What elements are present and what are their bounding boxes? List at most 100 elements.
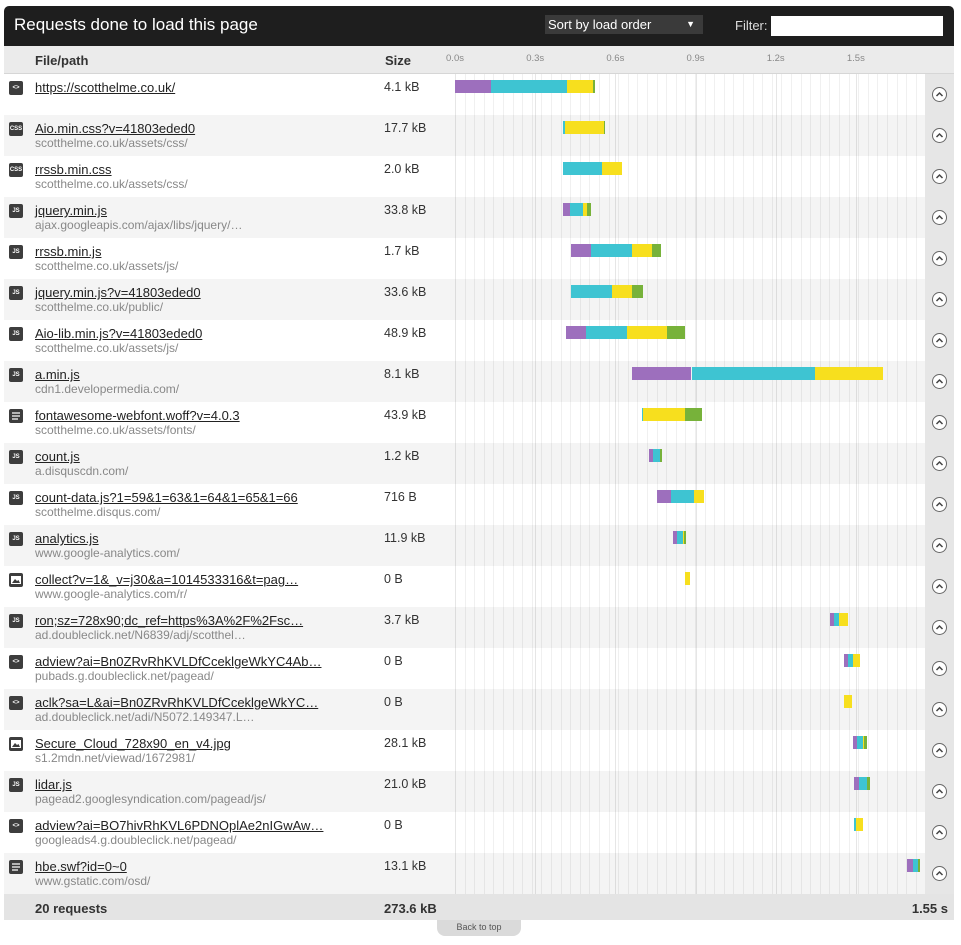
- grid-line: [615, 74, 617, 894]
- timing-segment: [858, 777, 867, 790]
- file-icon: JS: [9, 327, 23, 341]
- file-icon: <>: [9, 696, 23, 710]
- file-name[interactable]: rrssb.min.css: [35, 162, 112, 177]
- timing-segment: [652, 244, 661, 257]
- file-name[interactable]: a.min.js: [35, 367, 80, 382]
- timing-segment: [632, 285, 644, 298]
- grid-line-minor: [493, 74, 495, 894]
- expand-button[interactable]: [932, 661, 947, 676]
- file-icon: JS: [9, 491, 23, 505]
- file-name[interactable]: aclk?sa=L&ai=Bn0ZRvRhKVLDfCceklgeWkYC…: [35, 695, 319, 710]
- x-tick-label: 1.2s: [766, 53, 785, 64]
- file-size: 33.8 kB: [384, 203, 427, 217]
- grid-line-minor: [541, 74, 543, 894]
- file-size: 48.9 kB: [384, 326, 427, 340]
- timing-segment: [856, 736, 863, 749]
- expand-button[interactable]: [932, 866, 947, 881]
- expand-button[interactable]: [932, 456, 947, 471]
- grid-line-minor: [474, 74, 476, 894]
- file-name[interactable]: Secure_Cloud_728x90_en_v4.jpg: [35, 736, 231, 751]
- timing-segment: [838, 613, 848, 626]
- chevron: [935, 624, 944, 630]
- file-name[interactable]: collect?v=1&_v=j30&a=1014533316&t=pag…: [35, 572, 299, 587]
- file-name[interactable]: hbe.swf?id=0~0: [35, 859, 127, 874]
- file-size: 33.6 kB: [384, 285, 427, 299]
- timing-segment: [684, 531, 687, 544]
- timing-segment: [571, 285, 613, 298]
- timing-segment: [684, 408, 702, 421]
- expand-button[interactable]: [932, 292, 947, 307]
- grid-line-minor: [781, 74, 783, 894]
- col-size: Size: [385, 53, 412, 68]
- expand-button[interactable]: [932, 784, 947, 799]
- expand-button[interactable]: [932, 333, 947, 348]
- expand-button[interactable]: [932, 415, 947, 430]
- grid-line-minor: [743, 74, 744, 894]
- file-name[interactable]: ron;sz=728x90;dc_ref=https%3A%2F%2Fsc…: [35, 613, 304, 628]
- file-name[interactable]: adview?ai=BO7hivRhKVL6PDNOplAe2nIGwAw…: [35, 818, 324, 833]
- timing-segment: [677, 531, 684, 544]
- sort-select[interactable]: Sort by load order ▼: [545, 15, 703, 34]
- file-path: cdn1.developermedia.com/: [35, 382, 180, 396]
- file-name[interactable]: adview?ai=Bn0ZRvRhKVLDfCceklgeWkYC4Ab…: [35, 654, 322, 669]
- expand-button[interactable]: [932, 702, 947, 717]
- file-name[interactable]: count-data.js?1=59&1=63&1=64&1=65&1=66: [35, 490, 298, 505]
- file-name[interactable]: analytics.js: [35, 531, 99, 546]
- timing-segment: [843, 695, 852, 708]
- grid-line-minor: [618, 74, 620, 894]
- expand-button[interactable]: [932, 251, 947, 266]
- expand-button[interactable]: [932, 743, 947, 758]
- timing-segment: [684, 572, 690, 585]
- file-path: ad.doubleclick.net/N6839/adj/scotthel…: [35, 628, 246, 642]
- grid-line-minor: [762, 74, 764, 894]
- file-name[interactable]: jquery.min.js: [35, 203, 108, 218]
- expand-button[interactable]: [932, 579, 947, 594]
- timing-segment: [855, 818, 863, 831]
- timing-segment: [455, 80, 492, 93]
- expand-button[interactable]: [932, 538, 947, 553]
- grid-line-minor: [704, 74, 706, 894]
- grid-line-minor: [627, 74, 629, 894]
- file-name[interactable]: Aio.min.css?v=41803eded0: [35, 121, 196, 136]
- dropdown-arrow: ▼: [686, 19, 695, 29]
- grid-line-minor: [531, 74, 533, 894]
- x-tick-label: 0.9s: [686, 53, 705, 64]
- file-icon: CSS: [9, 122, 23, 136]
- timing-segment: [627, 326, 668, 339]
- grid-line-minor: [906, 74, 908, 894]
- file-name[interactable]: fontawesome-webfont.woff?v=4.0.3: [35, 408, 240, 423]
- chevron: [935, 214, 944, 220]
- file-size: 4.1 kB: [384, 80, 420, 94]
- timing-segment: [570, 203, 584, 216]
- grid-line-minor: [819, 74, 821, 894]
- file-size: 0 B: [384, 818, 403, 832]
- row-bg: [4, 607, 925, 648]
- file-name[interactable]: count.js: [35, 449, 80, 464]
- timing-segment: [649, 449, 654, 462]
- timing-segment: [602, 162, 623, 175]
- expand-button[interactable]: [932, 825, 947, 840]
- file-size: 1.2 kB: [384, 449, 420, 463]
- file-name[interactable]: rrssb.min.js: [35, 244, 102, 259]
- file-icon: [9, 737, 23, 751]
- expand-button[interactable]: [932, 374, 947, 389]
- back-to-top[interactable]: Back to top: [437, 920, 521, 936]
- expand-button[interactable]: [932, 620, 947, 635]
- file-name[interactable]: jquery.min.js?v=41803eded0: [35, 285, 201, 300]
- page-title: Requests done to load this page: [14, 15, 258, 34]
- expand-button[interactable]: [932, 210, 947, 225]
- file-name[interactable]: lidar.js: [35, 777, 72, 792]
- timing-segment: [593, 80, 596, 93]
- timing-segment: [566, 326, 587, 339]
- file-path: scotthelme.co.uk/public/: [35, 300, 164, 314]
- grid-line-minor: [675, 74, 677, 894]
- file-name[interactable]: https://scotthelme.co.uk/: [35, 80, 176, 95]
- expand-button[interactable]: [932, 87, 947, 102]
- expand-button[interactable]: [932, 497, 947, 512]
- timing-segment: [863, 736, 867, 749]
- timing-segment: [694, 490, 705, 503]
- filter-input[interactable]: [771, 16, 943, 36]
- expand-button[interactable]: [932, 128, 947, 143]
- expand-button[interactable]: [932, 169, 947, 184]
- file-name[interactable]: Aio-lib.min.js?v=41803eded0: [35, 326, 203, 341]
